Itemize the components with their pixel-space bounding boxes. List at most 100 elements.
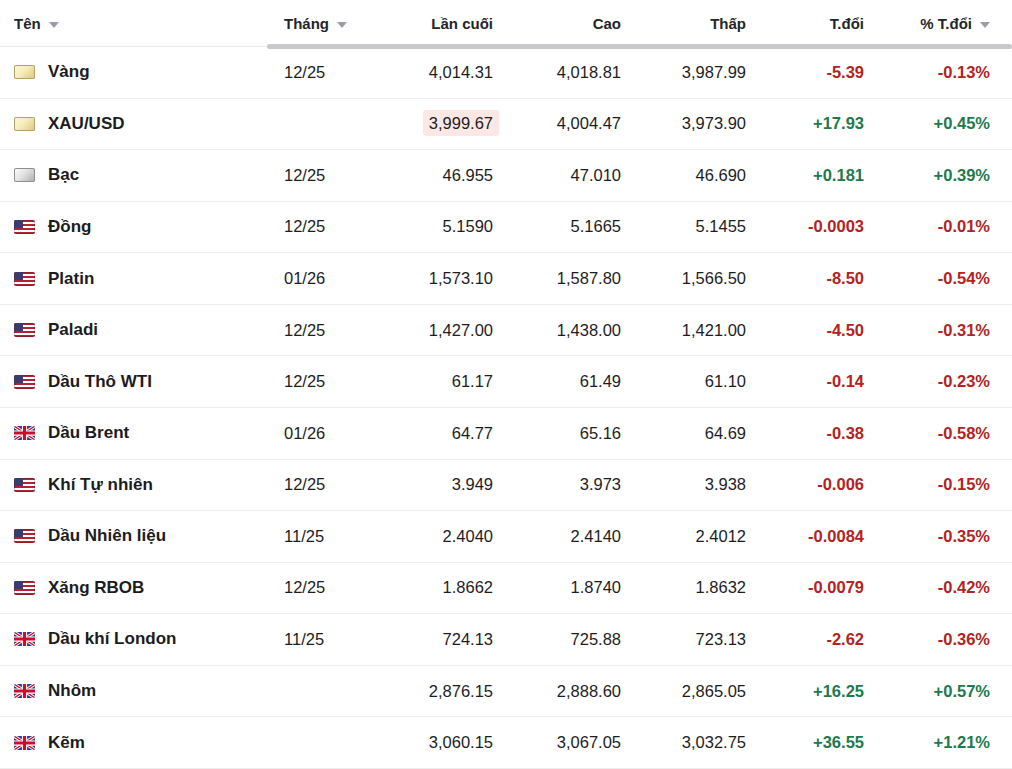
table-row[interactable]: Bạc 12/25 46.955 47.010 46.690 +0.181 +0… (0, 150, 1012, 202)
instrument-cell: Paladi (0, 320, 267, 340)
last-price-cell: 1.8662 (390, 578, 493, 597)
column-header-change[interactable]: T.đổi (746, 15, 864, 32)
change-pct-cell: -0.35% (864, 527, 990, 546)
change-pct-cell: -0.13% (864, 63, 990, 82)
change-cell: +17.93 (746, 114, 864, 133)
table-row[interactable]: Dầu Nhiên liệu 11/25 2.4040 2.4140 2.401… (0, 511, 1012, 563)
instrument-name[interactable]: Xăng RBOB (48, 578, 144, 598)
change-pct-cell: +0.39% (864, 166, 990, 185)
month-cell: 12/25 (267, 321, 390, 340)
high-cell: 3.973 (493, 475, 621, 494)
sort-arrow-icon (49, 22, 59, 28)
table-row[interactable]: Platin 01/26 1,573.10 1,587.80 1,566.50 … (0, 253, 1012, 305)
column-header-high[interactable]: Cao (493, 15, 621, 32)
instrument-cell: Bạc (0, 165, 267, 185)
commodities-table: Tên Tháng Lần cuối Cao Thấp T.đổi % T.đổ… (0, 0, 1012, 769)
silver-bar-icon (14, 168, 35, 182)
uk-flag-icon (14, 684, 35, 698)
instrument-name[interactable]: Kẽm (48, 733, 85, 753)
high-cell: 1,587.80 (493, 269, 621, 288)
column-header-month[interactable]: Tháng (267, 15, 390, 32)
instrument-name[interactable]: Dầu Brent (48, 423, 129, 443)
month-cell: 12/25 (267, 475, 390, 494)
us-flag-icon (14, 375, 35, 389)
instrument-name[interactable]: Đồng (48, 217, 91, 237)
column-header-name[interactable]: Tên (0, 15, 267, 32)
last-price-cell: 3,060.15 (390, 733, 493, 752)
change-cell: -2.62 (746, 630, 864, 649)
instrument-cell: Platin (0, 269, 267, 289)
high-cell: 47.010 (493, 166, 621, 185)
table-row[interactable]: Dầu khí London 11/25 724.13 725.88 723.1… (0, 614, 1012, 666)
last-price-value: 2,876.15 (429, 682, 493, 700)
instrument-name[interactable]: Dầu Nhiên liệu (48, 526, 166, 546)
high-cell: 725.88 (493, 630, 621, 649)
instrument-name[interactable]: Bạc (48, 165, 79, 185)
change-pct-cell: +0.57% (864, 682, 990, 701)
table-row[interactable]: Đồng 12/25 5.1590 5.1665 5.1455 -0.0003 … (0, 202, 1012, 254)
change-cell: -0.0079 (746, 578, 864, 597)
table-row[interactable]: Dầu Thô WTI 12/25 61.17 61.49 61.10 -0.1… (0, 356, 1012, 408)
high-cell: 1.8740 (493, 578, 621, 597)
instrument-name[interactable]: Paladi (48, 320, 98, 340)
low-cell: 2.4012 (621, 527, 746, 546)
change-cell: -0.0003 (746, 217, 864, 236)
change-pct-cell: -0.42% (864, 578, 990, 597)
table-body: Vàng 12/25 4,014.31 4,018.81 3,987.99 -5… (0, 47, 1012, 769)
change-cell: -5.39 (746, 63, 864, 82)
change-pct-cell: -0.31% (864, 321, 990, 340)
change-pct-cell: -0.54% (864, 269, 990, 288)
table-row[interactable]: Nhôm 2,876.15 2,888.60 2,865.05 +16.25 +… (0, 666, 1012, 718)
table-row[interactable]: Kẽm 3,060.15 3,067.05 3,032.75 +36.55 +1… (0, 717, 1012, 769)
table-row[interactable]: Paladi 12/25 1,427.00 1,438.00 1,421.00 … (0, 305, 1012, 357)
high-cell: 5.1665 (493, 217, 621, 236)
instrument-name[interactable]: XAU/USD (48, 114, 125, 134)
last-price-cell: 2,876.15 (390, 682, 493, 701)
table-row[interactable]: Khí Tự nhiên 12/25 3.949 3.973 3.938 -0.… (0, 460, 1012, 512)
instrument-name[interactable]: Nhôm (48, 681, 96, 701)
instrument-name[interactable]: Vàng (48, 62, 90, 82)
last-price-cell: 1,427.00 (390, 321, 493, 340)
last-price-cell: 3.949 (390, 475, 493, 494)
instrument-name[interactable]: Platin (48, 269, 94, 289)
column-header-change-pct[interactable]: % T.đổi (864, 15, 990, 32)
instrument-cell: Dầu khí London (0, 629, 267, 649)
instrument-cell: Dầu Thô WTI (0, 372, 267, 392)
table-row[interactable]: XAU/USD 3,999.67 4,004.47 3,973.90 +17.9… (0, 99, 1012, 151)
change-cell: -0.14 (746, 372, 864, 391)
high-cell: 4,018.81 (493, 63, 621, 82)
column-header-last[interactable]: Lần cuối (390, 15, 493, 32)
last-price-value: 1,427.00 (429, 321, 493, 339)
last-price-value: 4,014.31 (429, 63, 493, 81)
last-price-cell: 46.955 (390, 166, 493, 185)
instrument-name[interactable]: Dầu Thô WTI (48, 372, 152, 392)
change-cell: -0.0084 (746, 527, 864, 546)
column-header-change-label: T.đổi (830, 15, 864, 32)
us-flag-icon (14, 272, 35, 286)
instrument-name[interactable]: Dầu khí London (48, 629, 176, 649)
month-cell: 12/25 (267, 372, 390, 391)
instrument-name[interactable]: Khí Tự nhiên (48, 475, 153, 495)
instrument-cell: Nhôm (0, 681, 267, 701)
low-cell: 1,566.50 (621, 269, 746, 288)
month-cell: 01/26 (267, 424, 390, 443)
column-header-low[interactable]: Thấp (621, 15, 746, 32)
last-price-value: 3.949 (452, 475, 493, 493)
month-cell: 12/25 (267, 63, 390, 82)
month-cell: 12/25 (267, 217, 390, 236)
sort-arrow-icon (980, 22, 990, 28)
instrument-cell: XAU/USD (0, 114, 267, 134)
table-row[interactable]: Dầu Brent 01/26 64.77 65.16 64.69 -0.38 … (0, 408, 1012, 460)
low-cell: 3,032.75 (621, 733, 746, 752)
change-cell: -4.50 (746, 321, 864, 340)
change-pct-cell: -0.23% (864, 372, 990, 391)
last-price-cell: 5.1590 (390, 217, 493, 236)
column-header-last-label: Lần cuối (431, 15, 493, 32)
month-cell: 11/25 (267, 630, 390, 649)
column-header-month-label: Tháng (284, 15, 329, 32)
table-row[interactable]: Vàng 12/25 4,014.31 4,018.81 3,987.99 -5… (0, 47, 1012, 99)
horizontal-scrollbar[interactable] (267, 44, 1012, 49)
instrument-cell: Xăng RBOB (0, 578, 267, 598)
table-row[interactable]: Xăng RBOB 12/25 1.8662 1.8740 1.8632 -0.… (0, 563, 1012, 615)
last-price-cell: 724.13 (390, 630, 493, 649)
